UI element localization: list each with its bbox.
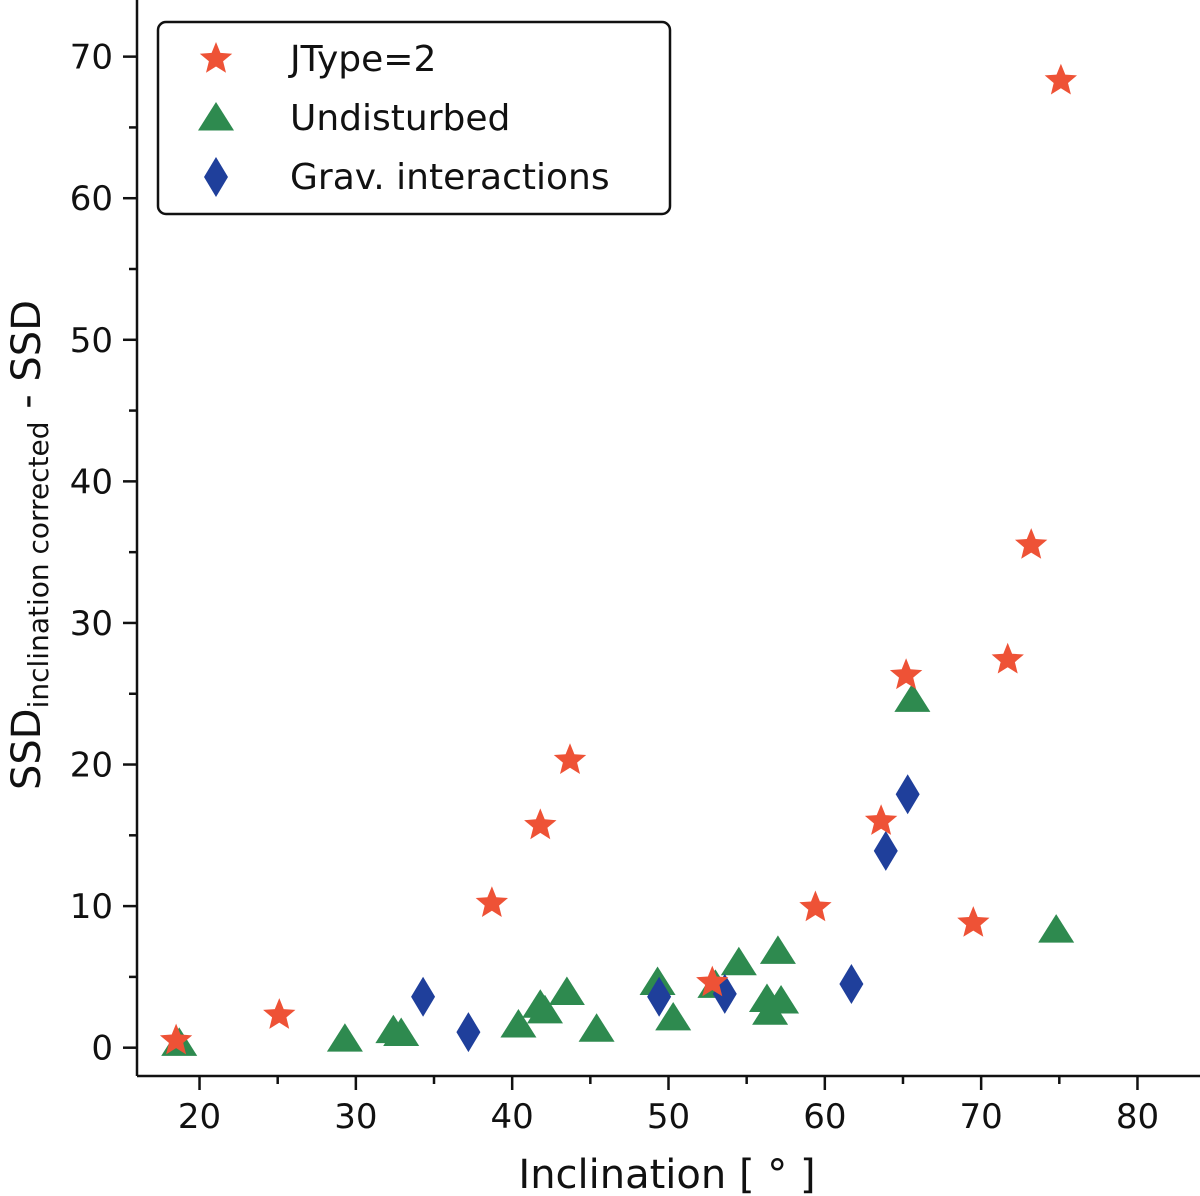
point-star xyxy=(553,743,587,774)
point-triangle xyxy=(655,1001,692,1031)
point-star xyxy=(1015,528,1048,559)
point-star xyxy=(159,1023,193,1055)
x-tick-label: 60 xyxy=(803,1097,846,1137)
point-triangle xyxy=(527,994,564,1024)
y-tick-label: 50 xyxy=(70,321,113,361)
point-triangle xyxy=(894,683,931,712)
point-star xyxy=(696,965,729,997)
x-tick-label: 30 xyxy=(334,1097,377,1137)
y-axis-title-main: SSD xyxy=(4,708,50,790)
point-triangle xyxy=(1038,914,1075,943)
legend-triangle-symbol xyxy=(198,102,234,131)
y-tick-label: 0 xyxy=(91,1029,113,1069)
point-diamond xyxy=(411,976,436,1017)
y-axis-title-suffix: - SSD xyxy=(4,300,50,421)
x-tick-label: 50 xyxy=(647,1097,690,1137)
point-triangle xyxy=(720,946,757,976)
point-triangle xyxy=(548,976,585,1005)
y-axis-title: SSDinclination corrected - SSD xyxy=(4,300,55,790)
point-diamond xyxy=(647,976,672,1017)
point-star xyxy=(799,890,832,922)
y-tick-label: 70 xyxy=(70,38,113,78)
point-triangle xyxy=(383,1017,420,1047)
point-star xyxy=(475,886,508,917)
y-tick-label: 40 xyxy=(70,462,113,502)
point-star xyxy=(957,906,990,937)
x-tick-label: 40 xyxy=(491,1097,534,1137)
y-tick-label: 20 xyxy=(70,746,113,786)
legend-label-grav-interactions: Grav. interactions xyxy=(290,157,610,198)
point-diamond xyxy=(895,774,920,815)
point-star xyxy=(864,804,898,835)
point-triangle xyxy=(326,1023,363,1052)
legend-diamond-symbol xyxy=(204,157,228,197)
legend-frame xyxy=(156,20,672,216)
point-diamond xyxy=(873,830,898,871)
point-star xyxy=(889,658,923,690)
point-diamond xyxy=(839,963,864,1004)
x-tick-label: 70 xyxy=(960,1097,1003,1137)
legend: JType=2 Undisturbed Grav. interactions xyxy=(156,20,672,216)
legend-marker-star xyxy=(199,42,233,73)
x-tick-label: 20 xyxy=(178,1097,221,1137)
point-triangle xyxy=(763,984,800,1014)
legend-label-undisturbed: Undisturbed xyxy=(290,98,510,139)
y-tick-label: 10 xyxy=(70,887,113,927)
y-axis-title-subscript: inclination corrected xyxy=(22,421,55,708)
point-triangle xyxy=(759,935,796,964)
legend-marker-triangle xyxy=(198,102,234,131)
x-tick-label: 80 xyxy=(1116,1097,1159,1137)
legend-label-jtype2: JType=2 xyxy=(288,39,436,80)
y-tick-label: 30 xyxy=(70,604,113,644)
point-star xyxy=(524,808,557,840)
point-star xyxy=(263,998,296,1029)
legend-marker-diamond xyxy=(204,157,228,197)
data-points xyxy=(159,63,1077,1056)
point-star xyxy=(1044,63,1077,95)
point-star xyxy=(991,642,1024,674)
x-axis-title: Inclination [ ° ] xyxy=(518,1152,815,1196)
legend-star-symbol xyxy=(199,42,233,73)
point-triangle xyxy=(500,1009,537,1038)
point-triangle xyxy=(578,1013,615,1042)
axes: 20 30 40 50 60 70 80 0 10 20 30 40 50 60 70 xyxy=(70,0,1200,1137)
point-diamond xyxy=(456,1012,481,1053)
y-tick-label: 60 xyxy=(70,179,113,219)
